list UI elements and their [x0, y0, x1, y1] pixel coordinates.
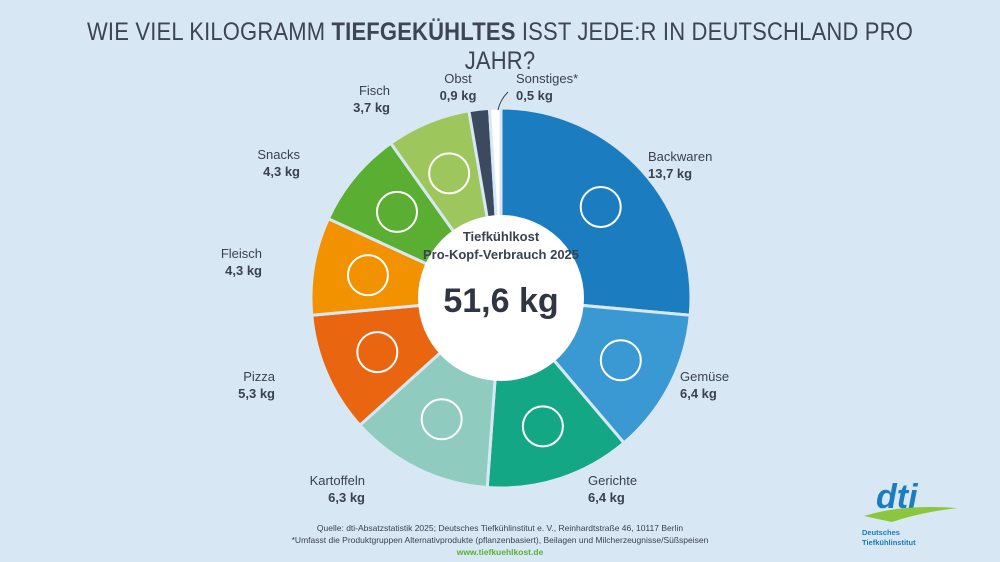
- chart-title: WIE VIEL KILOGRAMM TIEFGEKÜHLTES ISST JE…: [60, 18, 940, 76]
- slice-label-name: Obst: [444, 71, 472, 86]
- slice-label-name: Sonstiges*: [516, 71, 579, 86]
- slice-label: Obst 0,9 kg: [428, 70, 488, 104]
- title-pre: WIE VIEL KILOGRAMM: [86, 18, 332, 46]
- burger-icon: [376, 190, 419, 233]
- bread-cake-icon: [579, 185, 622, 228]
- slice-label: Sonstiges* 0,5 kg: [516, 70, 578, 104]
- footer-note: *Umfasst die Produktgruppen Alternativpr…: [291, 535, 709, 545]
- slice-label: Backwaren 13,7 kg: [648, 148, 712, 182]
- slice-label-value: 0,5 kg: [516, 88, 553, 103]
- slice-label: Snacks 4,3 kg: [257, 146, 300, 180]
- slice-label: Fisch 3,7 kg: [353, 82, 390, 116]
- logo-line2: Tiefkühlinstitut: [862, 538, 916, 547]
- title-post: ISST JEDE:R IN DEUTSCHLAND PRO JAHR?: [464, 18, 914, 75]
- dti-logo-mark: dti: [864, 478, 958, 522]
- footer: Quelle: dti-Absatzstatistik 2025; Deutsc…: [0, 522, 1000, 558]
- center-total: 51,6 kg: [443, 282, 559, 320]
- footer-url[interactable]: www.tiefkuehlkost.de: [456, 547, 544, 557]
- slice-label: Fleisch 4,3 kg: [221, 245, 262, 279]
- pizza-icon: [356, 331, 399, 374]
- slice-label-value: 4,3 kg: [263, 164, 300, 179]
- slice-label: Gerichte 6,4 kg: [588, 472, 637, 506]
- fish-icon: [428, 152, 471, 195]
- center-line1: Tiefkühlkost: [462, 229, 540, 244]
- slice-label-name: Gemüse: [680, 369, 730, 384]
- drumstick-icon: [346, 254, 389, 297]
- plate-cutlery-icon: [521, 405, 564, 448]
- slice-label-name: Backwaren: [648, 149, 713, 164]
- logo-line1: Deutsches: [862, 528, 900, 537]
- slice-label-name: Gerichte: [588, 473, 638, 488]
- slice-label-name: Fisch: [358, 83, 390, 98]
- slice-label-value: 5,3 kg: [238, 386, 275, 401]
- slice-label-value: 6,3 kg: [328, 490, 365, 505]
- slice-label-value: 0,9 kg: [439, 88, 477, 103]
- slice-label: Gemüse 6,4 kg: [680, 368, 729, 402]
- fries-icon: [420, 398, 463, 441]
- sonstiges-leader-line: [497, 91, 509, 111]
- title-bold: TIEFGEKÜHLTES: [331, 18, 516, 46]
- slice-label-value: 6,4 kg: [588, 490, 625, 505]
- center-line2: Pro-Kopf-Verbrauch 2025: [422, 247, 580, 262]
- center-label: Tiefkühlkost Pro-Kopf-Verbrauch 2025 51,…: [421, 228, 581, 321]
- slice-label: Pizza 5,3 kg: [238, 368, 275, 402]
- slice-label-name: Pizza: [243, 369, 275, 384]
- footer-source: Quelle: dti-Absatzstatistik 2025; Deutsc…: [316, 523, 684, 533]
- slice-label-name: Fleisch: [220, 246, 262, 261]
- slice-label-value: 13,7 kg: [648, 166, 693, 181]
- slice-label-value: 6,4 kg: [680, 386, 717, 401]
- slice-label: Kartoffeln 6,3 kg: [310, 472, 365, 506]
- donut-hole: [418, 215, 584, 381]
- slice-label-name: Kartoffeln: [309, 473, 365, 488]
- slice-label-name: Snacks: [257, 147, 300, 162]
- carrot-icon: [599, 339, 642, 382]
- slice-label-value: 4,3 kg: [225, 263, 262, 278]
- slice-label-value: 3,7 kg: [353, 100, 390, 115]
- dti-logo: dti Deutsches Tiefkühlinstitut: [862, 478, 962, 547]
